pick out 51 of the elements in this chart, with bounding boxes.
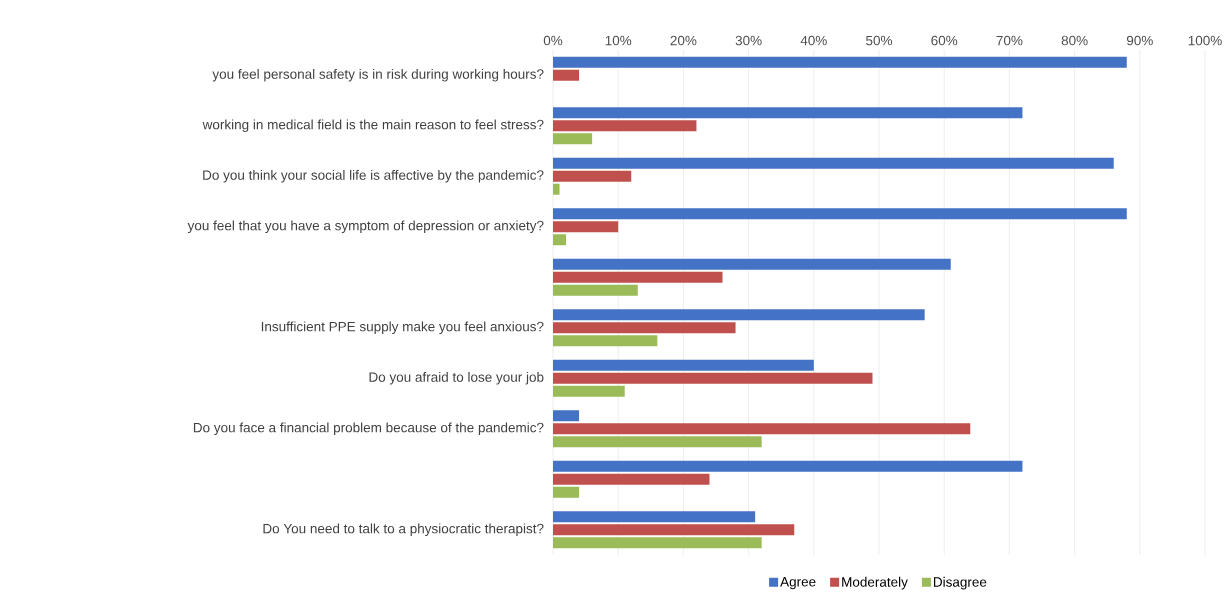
- bar: [553, 410, 580, 422]
- bar: [553, 537, 762, 549]
- bar: [553, 56, 1127, 68]
- bar: [553, 284, 638, 296]
- bar: [553, 372, 873, 384]
- x-tick-label: 70%: [996, 35, 1023, 46]
- y-tick-label: Do you face a financial problem because of the pandemic?: [193, 422, 544, 436]
- legend-label: Moderately: [842, 576, 908, 590]
- x-tick-label: 20%: [670, 35, 697, 46]
- bar: [553, 170, 632, 182]
- bar: [553, 157, 1114, 169]
- bar: [553, 183, 560, 195]
- bar: [553, 423, 971, 435]
- y-tick-label: you feel that you have a symptom of depression or anxiety?: [187, 220, 544, 234]
- bar: [553, 271, 723, 283]
- x-tick-label: 10%: [605, 35, 632, 46]
- x-tick-label: 60%: [931, 35, 958, 46]
- bar: [553, 133, 593, 145]
- y-tick-label: Insufficient PPE supply make you feel anxious?: [261, 321, 544, 335]
- x-tick-label: 100%: [1188, 35, 1222, 46]
- x-tick-label: 30%: [735, 35, 762, 46]
- x-tick-label: 90%: [1126, 35, 1153, 46]
- bar: [553, 385, 625, 397]
- y-tick-label: Do you afraid to lose your job: [369, 371, 544, 385]
- bar: [553, 309, 925, 321]
- y-tick-label: you feel personal safety is in risk during working hours?: [212, 68, 544, 82]
- bar: [553, 359, 814, 371]
- y-tick-label: working in medical field is the main reason to feel stress?: [202, 119, 544, 133]
- bar: [553, 221, 619, 233]
- legend-label: Agree: [780, 577, 816, 590]
- bar: [553, 436, 762, 448]
- bar: [553, 335, 658, 347]
- bar: [553, 234, 567, 246]
- bar: [553, 524, 795, 536]
- bar: [553, 511, 756, 523]
- bar: [553, 69, 580, 81]
- y-tick-label: Do you think your social life is affective by the pandemic?: [203, 169, 544, 183]
- bar: [553, 107, 1023, 119]
- x-tick-label: 40%: [800, 35, 827, 46]
- legend-label: Disagree: [933, 576, 987, 590]
- bar: [553, 460, 1023, 472]
- bar: [553, 258, 951, 270]
- x-tick-label: 0%: [543, 35, 563, 46]
- bar: [553, 486, 580, 498]
- bar: [553, 473, 710, 485]
- x-tick-label: 80%: [1061, 35, 1088, 46]
- x-tick-label: 50%: [866, 35, 893, 46]
- y-tick-label: Do You need to talk to a physiocratic therapist?: [263, 523, 544, 537]
- bar: [553, 208, 1127, 220]
- bar: [553, 120, 697, 132]
- bar: [553, 322, 736, 334]
